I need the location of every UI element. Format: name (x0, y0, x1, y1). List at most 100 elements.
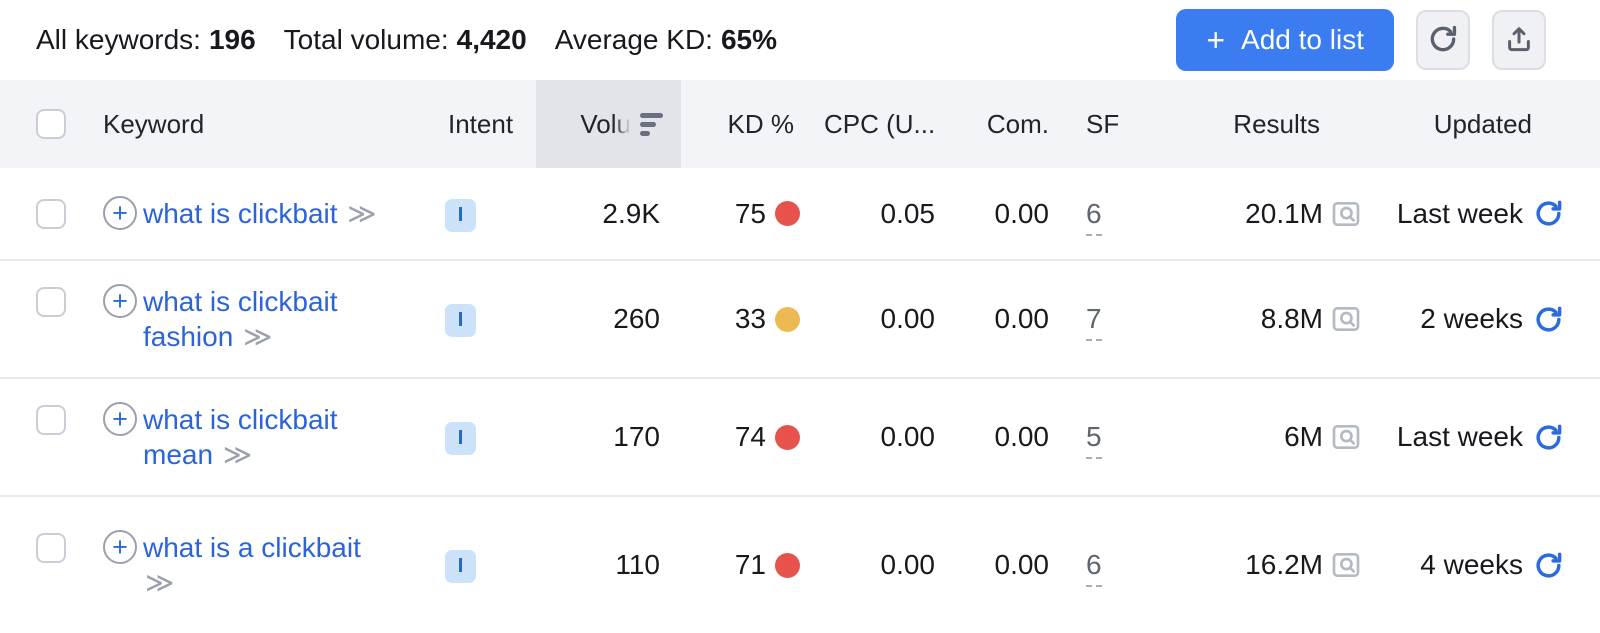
header-volume[interactable]: Volu (536, 80, 681, 168)
updated-value: Last week (1396, 197, 1523, 229)
sf-value[interactable]: 5 (1086, 421, 1102, 459)
row-checkbox[interactable] (36, 199, 66, 229)
results-value: 8.8M (1260, 303, 1323, 334)
refresh-metrics-icon[interactable] (1533, 422, 1564, 453)
keyword-cell: + what is clickbait ≫ (0, 196, 440, 231)
sf-cell: 6 (1051, 549, 1140, 587)
header-kd-label: KD % (727, 108, 794, 139)
stat-label: All keywords: (36, 24, 201, 55)
row-checkbox[interactable] (36, 287, 66, 317)
intent-badge[interactable]: I (445, 304, 476, 337)
export-button[interactable] (1492, 10, 1546, 70)
results-cell: 6M (1140, 421, 1365, 453)
header-keyword[interactable]: Keyword (0, 80, 440, 168)
stat-average-kd: Average KD: 65% (555, 24, 777, 56)
sort-descending-icon (640, 112, 663, 136)
add-keyword-icon[interactable]: + (103, 284, 137, 318)
keyword-cell: + what is clickbait mean ≫ (0, 402, 440, 472)
kd-cell: 71 (681, 549, 806, 581)
toolbar-actions: + Add to list (1176, 9, 1546, 71)
row-checkbox[interactable] (36, 405, 66, 435)
results-cell: 20.1M (1140, 198, 1365, 230)
stat-all-keywords: All keywords: 196 (36, 24, 256, 56)
results-value: 20.1M (1245, 197, 1323, 229)
sf-cell: 7 (1051, 303, 1140, 341)
updated-value: 4 weeks (1420, 549, 1523, 580)
header-updated[interactable]: Updated (1365, 109, 1600, 140)
select-all-checkbox[interactable] (36, 109, 66, 139)
sf-value[interactable]: 7 (1086, 303, 1102, 341)
intent-badge[interactable]: I (445, 550, 476, 583)
intent-cell: I (440, 196, 536, 232)
updated-cell: 2 weeks (1365, 303, 1600, 335)
intent-cell: I (440, 547, 536, 583)
kd-dot (775, 306, 800, 332)
header-com[interactable]: Com. (937, 109, 1051, 140)
stat-value: 196 (208, 24, 256, 55)
header-sf[interactable]: SF (1051, 109, 1140, 140)
row-checkbox[interactable] (36, 533, 66, 563)
expand-chevron-icon[interactable]: ≫ (347, 198, 377, 229)
add-to-list-button[interactable]: + Add to list (1176, 9, 1394, 71)
expand-chevron-icon[interactable]: ≫ (145, 567, 175, 598)
header-intent-label: Intent (448, 108, 514, 139)
sf-cell: 6 (1051, 197, 1140, 236)
add-keyword-icon[interactable]: + (103, 196, 137, 230)
header-cpc-label: CPC (U... (824, 108, 936, 139)
refresh-metrics-icon[interactable] (1533, 304, 1564, 335)
header-cpc[interactable]: CPC (U... (806, 109, 937, 140)
serp-preview-icon[interactable] (1330, 198, 1362, 230)
kd-cell: 75 (681, 198, 806, 230)
intent-badge[interactable]: I (445, 422, 476, 455)
kd-value: 71 (734, 549, 766, 580)
refresh-icon (1427, 23, 1459, 58)
kd-dot (775, 552, 800, 578)
keyword-cell: + what is clickbait fashion ≫ (0, 284, 440, 354)
kd-dot (775, 424, 800, 450)
add-keyword-icon[interactable]: + (103, 530, 137, 564)
keyword-link[interactable]: what is clickbait (143, 198, 338, 229)
kd-value: 33 (734, 303, 766, 334)
refresh-metrics-icon[interactable] (1533, 550, 1564, 581)
stat-label: Total volume: (283, 24, 449, 55)
kd-cell: 33 (681, 303, 806, 335)
kd-cell: 74 (681, 421, 806, 453)
header-volume-label: Volu (580, 108, 631, 139)
export-icon (1504, 24, 1534, 57)
cpc-value: 0.05 (880, 197, 936, 229)
serp-preview-icon[interactable] (1330, 421, 1362, 453)
cpc-value: 0.00 (880, 421, 936, 452)
expand-chevron-icon[interactable]: ≫ (222, 439, 253, 470)
header-keyword-label: Keyword (103, 108, 205, 139)
keyword-link[interactable]: what is clickbait fashion (143, 286, 338, 352)
refresh-metrics-icon[interactable] (1533, 198, 1564, 229)
com-value: 0.00 (994, 421, 1050, 452)
updated-cell: 4 weeks (1365, 549, 1600, 581)
keyword-stats: All keywords: 196 Total volume: 4,420 Aver… (36, 24, 777, 56)
updated-value: 2 weeks (1420, 303, 1523, 334)
add-keyword-icon[interactable]: + (103, 402, 137, 436)
header-kd[interactable]: KD % (681, 109, 806, 140)
volume-value: 110 (615, 549, 660, 580)
cpc-value: 0.00 (880, 549, 936, 580)
refresh-all-button[interactable] (1416, 10, 1470, 70)
serp-preview-icon[interactable] (1330, 303, 1362, 335)
stat-total-volume: Total volume: 4,420 (284, 24, 527, 56)
intent-badge[interactable]: I (445, 198, 476, 232)
serp-preview-icon[interactable] (1330, 549, 1362, 581)
keyword-link[interactable]: what is a clickbait (143, 532, 361, 563)
sf-value[interactable]: 6 (1086, 197, 1102, 236)
volume-value: 2.9K (602, 197, 660, 229)
header-intent[interactable]: Intent (440, 109, 536, 140)
toolbar: All keywords: 196 Total volume: 4,420 Aver… (0, 0, 1600, 80)
header-sf-label: SF (1086, 108, 1120, 139)
table-row: + what is clickbait mean ≫ I 170 74 0.00… (0, 379, 1600, 497)
header-results-label: Results (1233, 108, 1320, 139)
kd-value: 74 (734, 421, 766, 452)
keyword-link[interactable]: what is clickbait mean (143, 404, 338, 470)
sf-value[interactable]: 6 (1086, 549, 1102, 587)
header-results[interactable]: Results (1140, 109, 1365, 140)
expand-chevron-icon[interactable]: ≫ (243, 321, 273, 352)
kd-dot (775, 201, 800, 226)
results-value: 6M (1284, 421, 1323, 452)
